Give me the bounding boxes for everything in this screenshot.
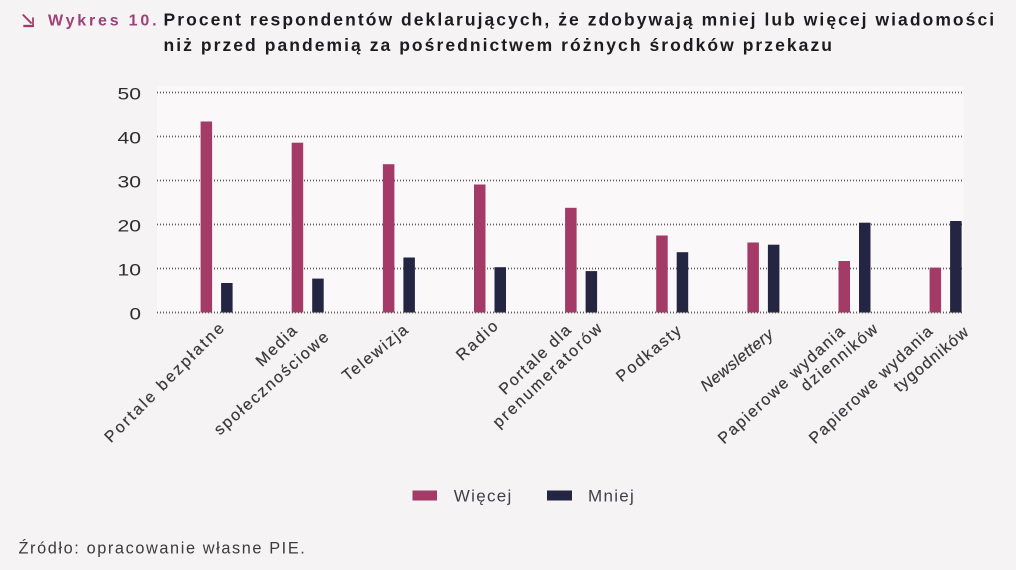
svg-text:30: 30 <box>118 174 142 192</box>
svg-text:niż przed pandemią za pośredni: niż przed pandemią za pośrednictwem różn… <box>164 35 834 55</box>
svg-text:40: 40 <box>118 130 142 148</box>
svg-text:20: 20 <box>118 218 142 236</box>
svg-text:Wykres 10.: Wykres 10. <box>48 13 159 30</box>
svg-text:Procent respondentów deklarują: Procent respondentów deklarujących, że z… <box>164 10 997 30</box>
svg-text:Mniej: Mniej <box>588 487 635 506</box>
svg-text:50: 50 <box>118 86 142 104</box>
svg-text:10: 10 <box>118 262 142 280</box>
svg-text:Źródło: opracowanie własne PIE: Źródło: opracowanie własne PIE. <box>19 539 307 558</box>
svg-text:Więcej: Więcej <box>454 487 513 506</box>
svg-text:0: 0 <box>130 306 142 324</box>
